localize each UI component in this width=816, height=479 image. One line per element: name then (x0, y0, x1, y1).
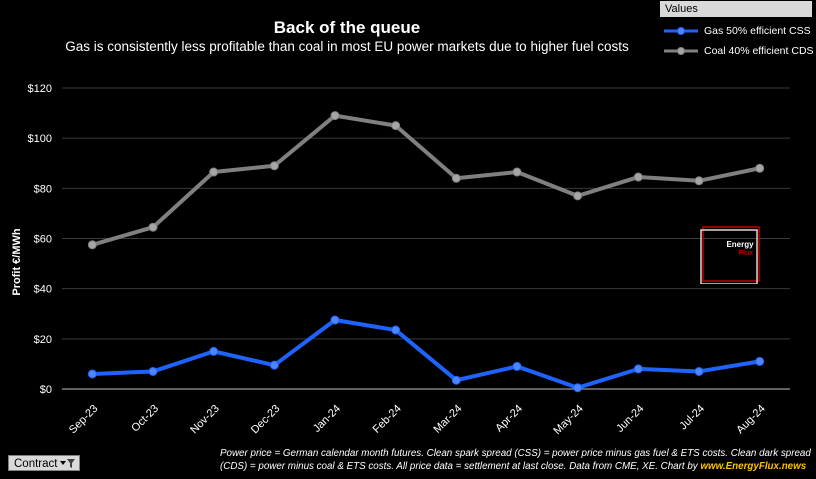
data-point[interactable] (755, 163, 765, 173)
chart-subtitle: Gas is consistently less profitable than… (65, 39, 629, 54)
y-tick-label: $60 (34, 234, 52, 246)
series-line (91, 113, 761, 247)
filter-label: Contract (14, 458, 58, 470)
x-tick-label: Dec-23 (249, 403, 283, 437)
data-point[interactable] (330, 111, 340, 121)
y-tick-label: $40 (34, 284, 52, 296)
contract-filter-button[interactable]: Contract (8, 455, 80, 471)
legend-swatch-coal (664, 47, 698, 55)
x-tick-label: Jun-24 (614, 403, 646, 435)
x-tick-label: Sep-23 (67, 403, 101, 437)
legend-header[interactable]: Values (660, 1, 812, 17)
series-lines (87, 111, 765, 393)
legend-item-gas[interactable]: Gas 50% efficient CSS (660, 22, 816, 40)
data-point[interactable] (391, 325, 401, 335)
data-point[interactable] (573, 383, 583, 393)
data-point[interactable] (87, 369, 97, 379)
svg-text:Energy: Energy (726, 240, 754, 249)
data-point[interactable] (330, 315, 340, 325)
footnote: Power price = German calendar month futu… (220, 447, 816, 473)
data-point[interactable] (269, 161, 279, 171)
x-tick-label: Mar-24 (431, 403, 464, 436)
data-point[interactable] (209, 346, 219, 356)
y-axis-label: Profit €/MWh (11, 228, 23, 295)
data-point[interactable] (148, 366, 158, 376)
gridlines (62, 87, 790, 390)
legend-swatch-gas (664, 27, 698, 35)
data-point[interactable] (755, 356, 765, 366)
data-point[interactable] (148, 222, 158, 232)
energyflux-logo: Energy Flux (700, 226, 760, 284)
data-point[interactable] (633, 364, 643, 374)
data-point[interactable] (512, 361, 522, 371)
y-axis-ticks: $0 $20 $40 $60 $80 $100 $120 (28, 83, 52, 396)
x-tick-label: May-24 (551, 403, 585, 437)
y-tick-label: $80 (34, 183, 52, 195)
filter-dropdown-icon (60, 459, 75, 468)
data-point[interactable] (391, 121, 401, 131)
chart-title: Back of the queue (273, 18, 421, 37)
data-point[interactable] (451, 173, 461, 183)
y-tick-label: $120 (28, 83, 52, 95)
y-tick-label: $100 (28, 133, 52, 145)
x-tick-label: Apr-24 (493, 403, 525, 435)
data-point[interactable] (694, 176, 704, 186)
legend-label-coal: Coal 40% efficient CDS (704, 45, 814, 57)
x-tick-label: Oct-23 (129, 403, 161, 435)
svg-text:Flux: Flux (739, 250, 753, 257)
x-tick-label: Jul-24 (677, 403, 707, 433)
data-point[interactable] (573, 191, 583, 201)
x-tick-label: Jan-24 (311, 403, 343, 435)
data-point[interactable] (694, 366, 704, 376)
x-axis-ticks: Sep-23 Oct-23 Nov-23 Dec-23 Jan-24 Feb-24 Mar-… (67, 403, 768, 437)
footnote-text: Power price = German calendar month futu… (220, 448, 811, 472)
data-point[interactable] (87, 240, 97, 250)
y-tick-label: $20 (34, 334, 52, 346)
footnote-source-link[interactable]: www.EnergyFlux.news (700, 461, 807, 472)
legend-label-gas: Gas 50% efficient CSS (704, 25, 811, 37)
x-tick-label: Feb-24 (371, 403, 404, 436)
x-tick-label: Nov-23 (188, 403, 222, 437)
data-point[interactable] (209, 167, 219, 177)
x-tick-label: Aug-24 (734, 403, 768, 437)
legend-item-coal[interactable]: Coal 40% efficient CDS (660, 42, 816, 60)
data-point[interactable] (269, 360, 279, 370)
data-point[interactable] (633, 172, 643, 182)
series-line (92, 318, 760, 390)
data-point[interactable] (451, 375, 461, 385)
data-point[interactable] (512, 167, 522, 177)
y-tick-label: $0 (40, 384, 52, 396)
